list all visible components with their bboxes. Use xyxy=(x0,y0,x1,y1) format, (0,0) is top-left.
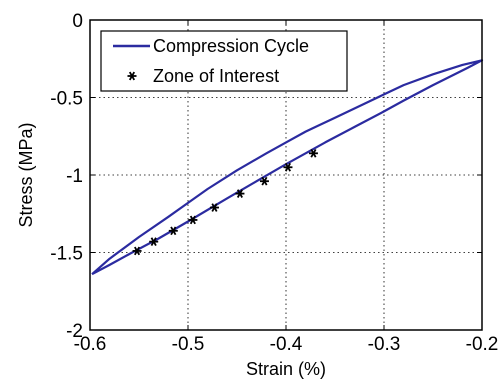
legend-label-zone-of-interest: Zone of Interest xyxy=(153,66,279,86)
legend-asterisk-stroke xyxy=(128,71,136,81)
axis-ticks: -0.6 -0.5 -0.4 -0.3 -0.2 0 -0.5 -1 -1.5 -2 xyxy=(50,11,498,355)
legend-box xyxy=(100,30,348,92)
zone-of-interest-point-stroke xyxy=(284,162,291,172)
y-tick-label: -2 xyxy=(66,321,83,342)
legend-asterisk xyxy=(127,71,137,81)
y-tick-label: -1 xyxy=(66,166,83,187)
y-axis-label: Stress (MPa) xyxy=(16,122,36,227)
legend-label-compression-cycle: Compression Cycle xyxy=(153,36,309,56)
zone-of-interest-point xyxy=(188,215,198,225)
series-line-compression-cycle xyxy=(91,59,484,276)
zone-of-interest-point xyxy=(235,189,245,198)
zone-of-interest-point-stroke xyxy=(150,237,157,246)
zone-of-interest-point-stroke xyxy=(236,189,243,198)
x-tick-label: -0.3 xyxy=(368,334,401,355)
y-tick-label: 0 xyxy=(72,11,83,32)
y-tick-label: -0.5 xyxy=(50,89,83,110)
zone-of-interest-point-stroke xyxy=(310,148,317,158)
zone-of-interest-point-stroke xyxy=(134,246,141,256)
series-layer xyxy=(91,59,484,276)
zone-of-interest-point-stroke xyxy=(189,215,196,225)
legend: Compression Cycle Zone of Interest xyxy=(100,30,348,92)
zone-of-interest-point xyxy=(132,246,142,256)
x-tick-label: -0.6 xyxy=(74,334,107,355)
zone-of-interest-point-stroke xyxy=(211,203,218,212)
zone-of-interest-point xyxy=(308,148,318,158)
zone-of-interest-point xyxy=(283,162,293,172)
x-axis-label: Strain (%) xyxy=(246,359,326,379)
zone-of-interest-point-stroke xyxy=(170,226,177,236)
x-tick-label: -0.4 xyxy=(270,334,303,355)
zone-of-interest-point xyxy=(168,226,178,236)
zone-of-interest-point xyxy=(209,203,219,212)
zone-of-interest-point xyxy=(149,237,159,246)
zone-of-interest-point-stroke xyxy=(261,176,268,186)
zone-of-interest-point xyxy=(259,176,269,186)
x-tick-label: -0.5 xyxy=(172,334,205,355)
x-tick-label: -0.2 xyxy=(466,334,499,355)
legend-asterisk-marker xyxy=(127,71,137,81)
y-tick-label: -1.5 xyxy=(50,244,83,265)
